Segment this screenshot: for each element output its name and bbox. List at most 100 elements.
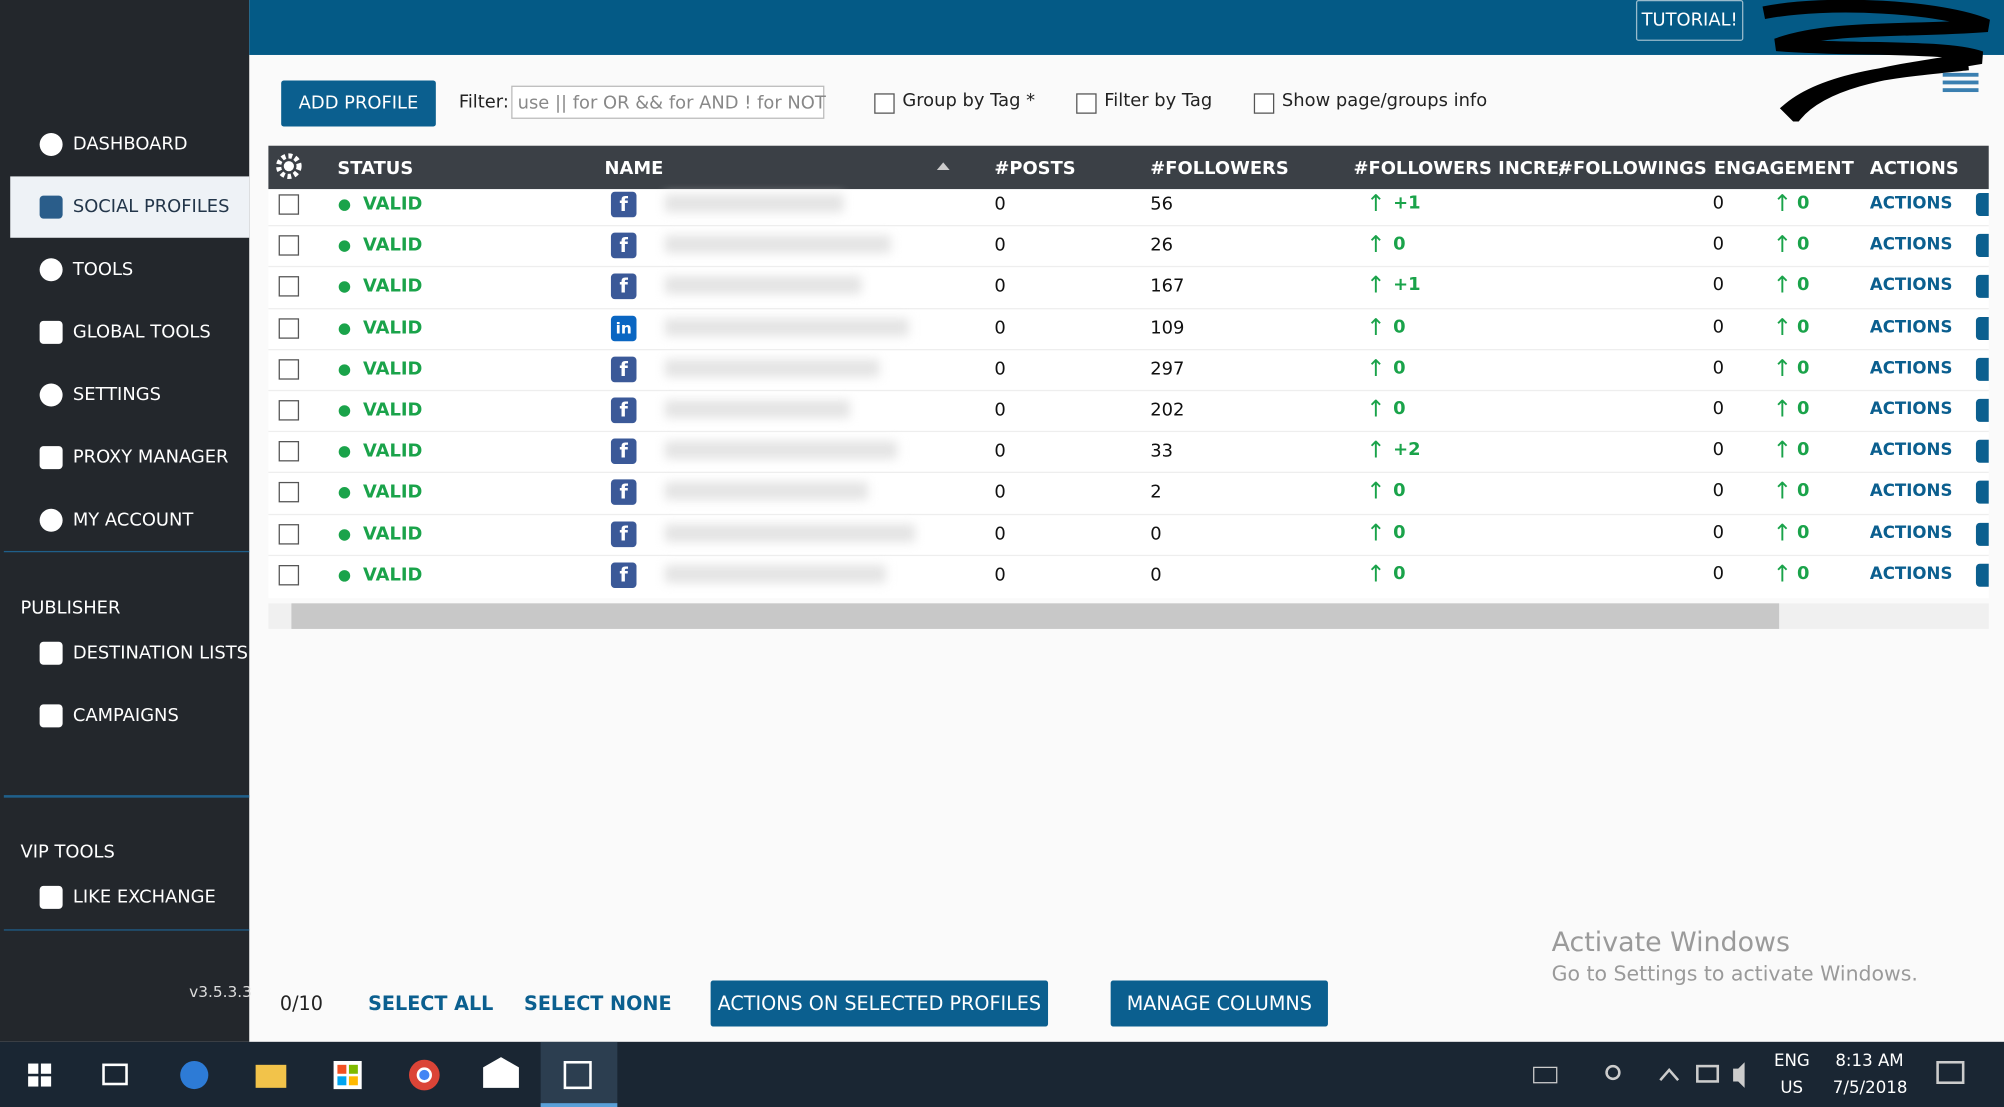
actions-link[interactable]: ACTIONS — [1869, 482, 1953, 502]
row-checkbox[interactable] — [278, 358, 300, 380]
actions-selected-button[interactable]: ACTIONS ON SELECTED PROFILES — [710, 980, 1049, 1027]
tutorial-button[interactable]: TUTORIAL! — [1635, 0, 1744, 41]
scribble — [1762, 0, 1990, 122]
row-edge-button[interactable] — [1975, 439, 1989, 463]
row-divider — [268, 472, 1989, 474]
actions-link[interactable]: ACTIONS — [1869, 276, 1953, 296]
column-header[interactable]: STATUS — [337, 158, 414, 179]
row-divider — [268, 266, 1989, 268]
checkbox[interactable] — [1253, 93, 1275, 114]
followers: 167 — [1150, 276, 1185, 298]
menu-item[interactable]: MY ACCOUNT — [72, 510, 194, 531]
actions-link[interactable]: ACTIONS — [1869, 235, 1953, 255]
menu-item[interactable]: PROXY MANAGER — [72, 447, 229, 468]
status-dot — [338, 569, 351, 582]
checkbox[interactable] — [1076, 93, 1097, 114]
row-edge-button[interactable] — [1975, 398, 1989, 422]
row-checkbox[interactable] — [278, 523, 300, 545]
manage-columns-button[interactable]: MANAGE COLUMNS — [1110, 980, 1328, 1027]
status-dot — [338, 364, 351, 376]
followings: 0 — [1712, 439, 1725, 461]
followings: 0 — [1712, 234, 1725, 255]
row-checkbox[interactable] — [278, 482, 300, 503]
up-arrow: ↑ — [1366, 272, 1386, 300]
profile-name-blurred — [664, 441, 898, 460]
menu-item[interactable]: DASHBOARD — [72, 134, 188, 155]
actions-link[interactable]: ACTIONS — [1869, 317, 1953, 337]
section-title: PUBLISHER — [20, 598, 121, 619]
actions-link[interactable]: ACTIONS — [1869, 400, 1953, 420]
row-checkbox[interactable] — [278, 276, 300, 298]
followers-increase: 0 — [1393, 522, 1406, 543]
engagement: 0 — [1797, 234, 1810, 255]
menu-item[interactable]: DESTINATION LISTS — [72, 642, 249, 664]
row-edge-button[interactable] — [1975, 275, 1989, 299]
row-edge-button[interactable] — [1975, 316, 1989, 340]
column-header[interactable]: ENGAGEMENT — [1713, 158, 1854, 179]
network-icon: f — [610, 438, 637, 465]
clock-date: 7/5/2018 — [1832, 1078, 1908, 1099]
checkbox[interactable] — [874, 93, 895, 114]
actions-link[interactable]: ACTIONS — [1869, 523, 1953, 543]
menu-item[interactable]: SOCIAL PROFILES — [72, 196, 230, 218]
column-header[interactable]: #FOLLOWERS INCRE/ — [1353, 158, 1566, 179]
network-icon: f — [610, 562, 637, 588]
menu-item[interactable]: TOOLS — [72, 259, 134, 280]
menu-item[interactable]: LIKE EXCHANGE — [72, 887, 216, 908]
up-arrow: ↑ — [1772, 231, 1793, 259]
column-header[interactable]: #FOLLOWINGS — [1558, 158, 1707, 179]
row-edge-button[interactable] — [1975, 234, 1989, 258]
section-title: VIP TOOLS — [20, 842, 115, 863]
select-none[interactable]: SELECT NONE — [524, 991, 672, 1015]
row-divider — [268, 389, 1989, 392]
row-checkbox[interactable] — [278, 564, 300, 586]
menu-item[interactable]: GLOBAL TOOLS — [72, 322, 211, 343]
settings-gear[interactable] — [275, 152, 303, 180]
up-arrow: ↑ — [1772, 272, 1793, 300]
filter-input[interactable]: use || for OR && for AND ! for NOT — [511, 85, 826, 119]
column-header[interactable]: #POSTS — [994, 158, 1076, 179]
row-checkbox[interactable] — [278, 194, 300, 215]
column-header[interactable]: NAME — [604, 158, 664, 179]
up-arrow: ↑ — [1366, 437, 1386, 465]
row-edge-button[interactable] — [1975, 481, 1989, 505]
row-divider — [268, 554, 1989, 556]
followers-increase: 0 — [1393, 398, 1406, 420]
menu-item[interactable]: SETTINGS — [72, 384, 161, 406]
select-all[interactable]: SELECT ALL — [368, 991, 494, 1015]
followers-increase: 0 — [1393, 563, 1406, 584]
engagement: 0 — [1797, 522, 1810, 543]
checkbox-label: Filter by Tag — [1104, 90, 1213, 112]
actions-link[interactable]: ACTIONS — [1869, 441, 1953, 461]
up-arrow: ↑ — [1772, 437, 1793, 465]
up-arrow: ↑ — [1366, 478, 1386, 506]
menu-icon — [39, 383, 63, 407]
row-checkbox[interactable] — [278, 235, 300, 256]
row-edge-button[interactable] — [1975, 522, 1989, 546]
actions-link[interactable]: ACTIONS — [1869, 194, 1953, 214]
row-checkbox[interactable] — [278, 400, 300, 421]
scrollbar-thumb[interactable] — [291, 603, 1780, 629]
column-header[interactable]: #FOLLOWERS — [1150, 158, 1289, 179]
row-checkbox[interactable] — [278, 441, 300, 462]
column-header[interactable]: ACTIONS — [1869, 158, 1959, 179]
network-icon: f — [610, 356, 637, 382]
row-divider — [268, 225, 1989, 227]
network-icon: in — [610, 315, 637, 341]
engagement: 0 — [1797, 193, 1810, 214]
followers: 109 — [1150, 317, 1185, 339]
row-edge-button[interactable] — [1975, 357, 1989, 381]
followers: 0 — [1150, 523, 1162, 545]
row-edge-button[interactable] — [1975, 563, 1989, 587]
actions-link[interactable]: ACTIONS — [1869, 358, 1953, 379]
row-edge-button[interactable] — [1975, 193, 1989, 217]
status-dot — [338, 446, 351, 458]
row-checkbox[interactable] — [278, 317, 300, 339]
actions-link[interactable]: ACTIONS — [1869, 564, 1953, 584]
up-arrow: ↑ — [1366, 396, 1386, 424]
add-profile-button[interactable]: ADD PROFILE — [281, 80, 436, 127]
profile-name-blurred — [664, 400, 850, 419]
status: VALID — [362, 276, 423, 298]
menu-item[interactable]: CAMPAIGNS — [72, 705, 179, 727]
